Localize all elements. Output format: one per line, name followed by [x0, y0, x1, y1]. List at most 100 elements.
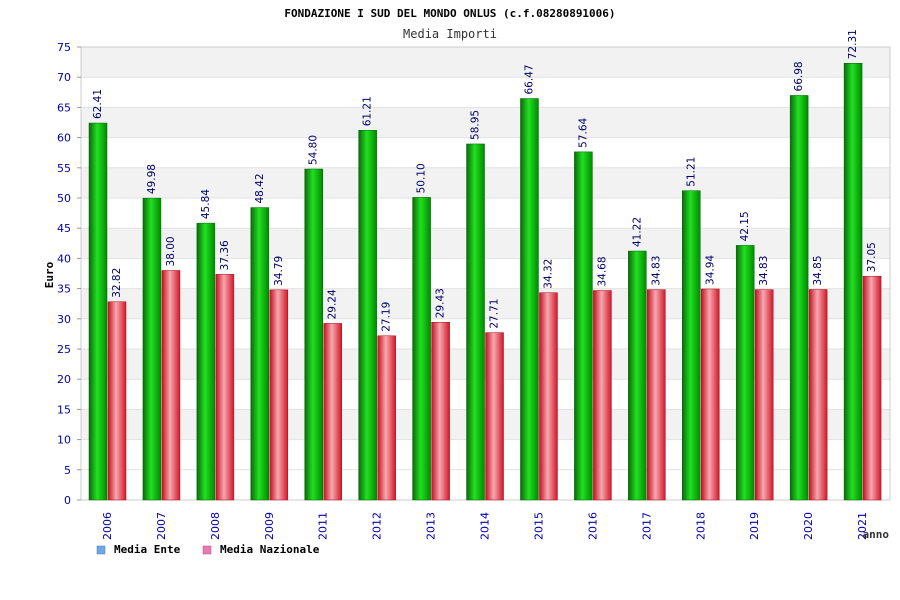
x-tick-label: 2014 [479, 512, 492, 540]
bar-media-nazionale [539, 292, 558, 501]
data-label: 34.83 [758, 256, 770, 286]
bar-media-ente [196, 222, 216, 501]
data-label: 34.94 [704, 255, 716, 285]
data-label: 37.05 [866, 242, 878, 272]
data-label: 29.43 [435, 288, 447, 318]
x-axis-ticks: 2006 2007 2008 2009 2011 2012 2013 2014 2015 2016… [101, 512, 869, 540]
bar-media-ente [735, 245, 755, 501]
bar-media-nazionale [701, 288, 720, 501]
y-tick-label: 45 [57, 222, 71, 235]
bar-media-ente [358, 130, 377, 501]
data-label: 38.00 [165, 236, 177, 266]
bar-media-ente [250, 207, 270, 501]
bars: 62.41 32.82 49.98 38.00 45.84 37.36 48.42 34.79… [88, 29, 882, 501]
y-tick-label: 0 [64, 494, 71, 507]
bar-media-ente [412, 197, 431, 501]
data-label: 34.32 [542, 259, 554, 289]
y-tick-label: 75 [57, 41, 71, 54]
bar-media-ente [682, 190, 701, 501]
data-label: 34.83 [650, 256, 662, 286]
y-tick-label: 50 [57, 192, 71, 205]
y-tick-label: 60 [57, 132, 71, 145]
data-label: 45.84 [200, 189, 212, 219]
x-tick-label: 2008 [209, 512, 222, 540]
y-tick-label: 30 [57, 313, 71, 326]
y-tick-label: 20 [57, 373, 71, 386]
bar-media-nazionale [107, 301, 127, 501]
legend-swatch-media-nazionale [202, 545, 212, 555]
chart-subtitle: Media Importi [403, 27, 497, 41]
data-label: 29.24 [327, 289, 339, 319]
data-label: 62.41 [92, 89, 104, 119]
data-label: 50.10 [416, 163, 428, 193]
x-tick-label: 2016 [586, 512, 599, 540]
bar-media-ente [142, 197, 162, 501]
bar-media-ente [628, 250, 647, 501]
y-tick-label: 55 [57, 162, 71, 175]
data-label: 34.85 [812, 255, 824, 285]
y-axis-ticks: 0 5 10 15 20 25 30 35 40 45 50 55 60 65 70 75 [57, 41, 81, 507]
bar-media-ente [574, 151, 593, 501]
y-tick-label: 25 [57, 343, 71, 356]
bar-media-ente [466, 143, 485, 501]
data-label: 72.31 [847, 29, 859, 59]
bar-media-ente [843, 62, 863, 501]
bar-media-nazionale [647, 289, 666, 501]
x-tick-label: 2019 [748, 512, 761, 540]
bar-media-nazionale [431, 321, 450, 501]
y-tick-label: 15 [57, 403, 71, 416]
x-tick-label: 2017 [640, 512, 653, 540]
data-label: 41.22 [631, 217, 643, 247]
y-tick-label: 5 [64, 464, 71, 477]
data-label: 66.98 [793, 61, 805, 91]
data-label: 34.79 [273, 256, 285, 286]
y-tick-label: 40 [57, 252, 71, 265]
bar-media-nazionale [269, 289, 289, 501]
bar-media-nazionale [754, 289, 774, 501]
data-label: 27.19 [381, 302, 393, 332]
y-tick-label: 35 [57, 283, 71, 296]
data-label: 48.42 [254, 173, 266, 203]
data-label: 54.80 [308, 135, 320, 165]
y-axis-label: Euro [43, 261, 56, 288]
data-label: 57.64 [577, 117, 589, 147]
data-label: 61.21 [362, 96, 374, 126]
data-label: 37.36 [219, 240, 231, 270]
x-tick-label: 2018 [694, 512, 707, 540]
y-tick-label: 70 [57, 71, 71, 84]
legend: Media Ente Media Nazionale [96, 543, 320, 556]
legend-label-media-nazionale: Media Nazionale [220, 543, 320, 556]
x-axis-label: anno [863, 528, 890, 541]
legend-label-media-ente: Media Ente [114, 543, 181, 556]
chart-title: FONDAZIONE I SUD DEL MONDO ONLUS (c.f.08… [284, 7, 615, 20]
data-label: 32.82 [111, 268, 123, 298]
y-tick-label: 65 [57, 101, 71, 114]
x-tick-label: 2007 [155, 512, 168, 540]
bar-media-nazionale [377, 335, 396, 501]
data-label: 27.71 [489, 299, 501, 329]
grid-band [81, 167, 890, 198]
grid-band [81, 228, 890, 259]
data-label: 42.15 [739, 211, 751, 241]
bar-media-nazionale [485, 332, 504, 501]
x-tick-label: 2006 [101, 512, 114, 540]
x-tick-label: 2012 [371, 512, 384, 540]
data-label: 34.68 [596, 256, 608, 286]
legend-swatch-media-ente [96, 545, 106, 555]
bar-media-nazionale [161, 270, 181, 501]
grid-band [81, 107, 890, 138]
x-tick-label: 2011 [317, 512, 330, 540]
bar-media-nazionale [323, 323, 342, 501]
bar-media-ente [88, 122, 108, 501]
bar-media-nazionale [215, 274, 235, 501]
data-label: 51.21 [685, 157, 697, 187]
bar-media-ente [520, 98, 539, 501]
x-tick-label: 2015 [532, 512, 545, 540]
data-label: 58.95 [470, 110, 482, 140]
bar-media-nazionale [862, 275, 882, 501]
grid-band [81, 47, 890, 78]
bar-media-ente [304, 168, 323, 501]
data-label: 66.47 [523, 64, 535, 94]
x-tick-label: 2021 [856, 512, 869, 540]
